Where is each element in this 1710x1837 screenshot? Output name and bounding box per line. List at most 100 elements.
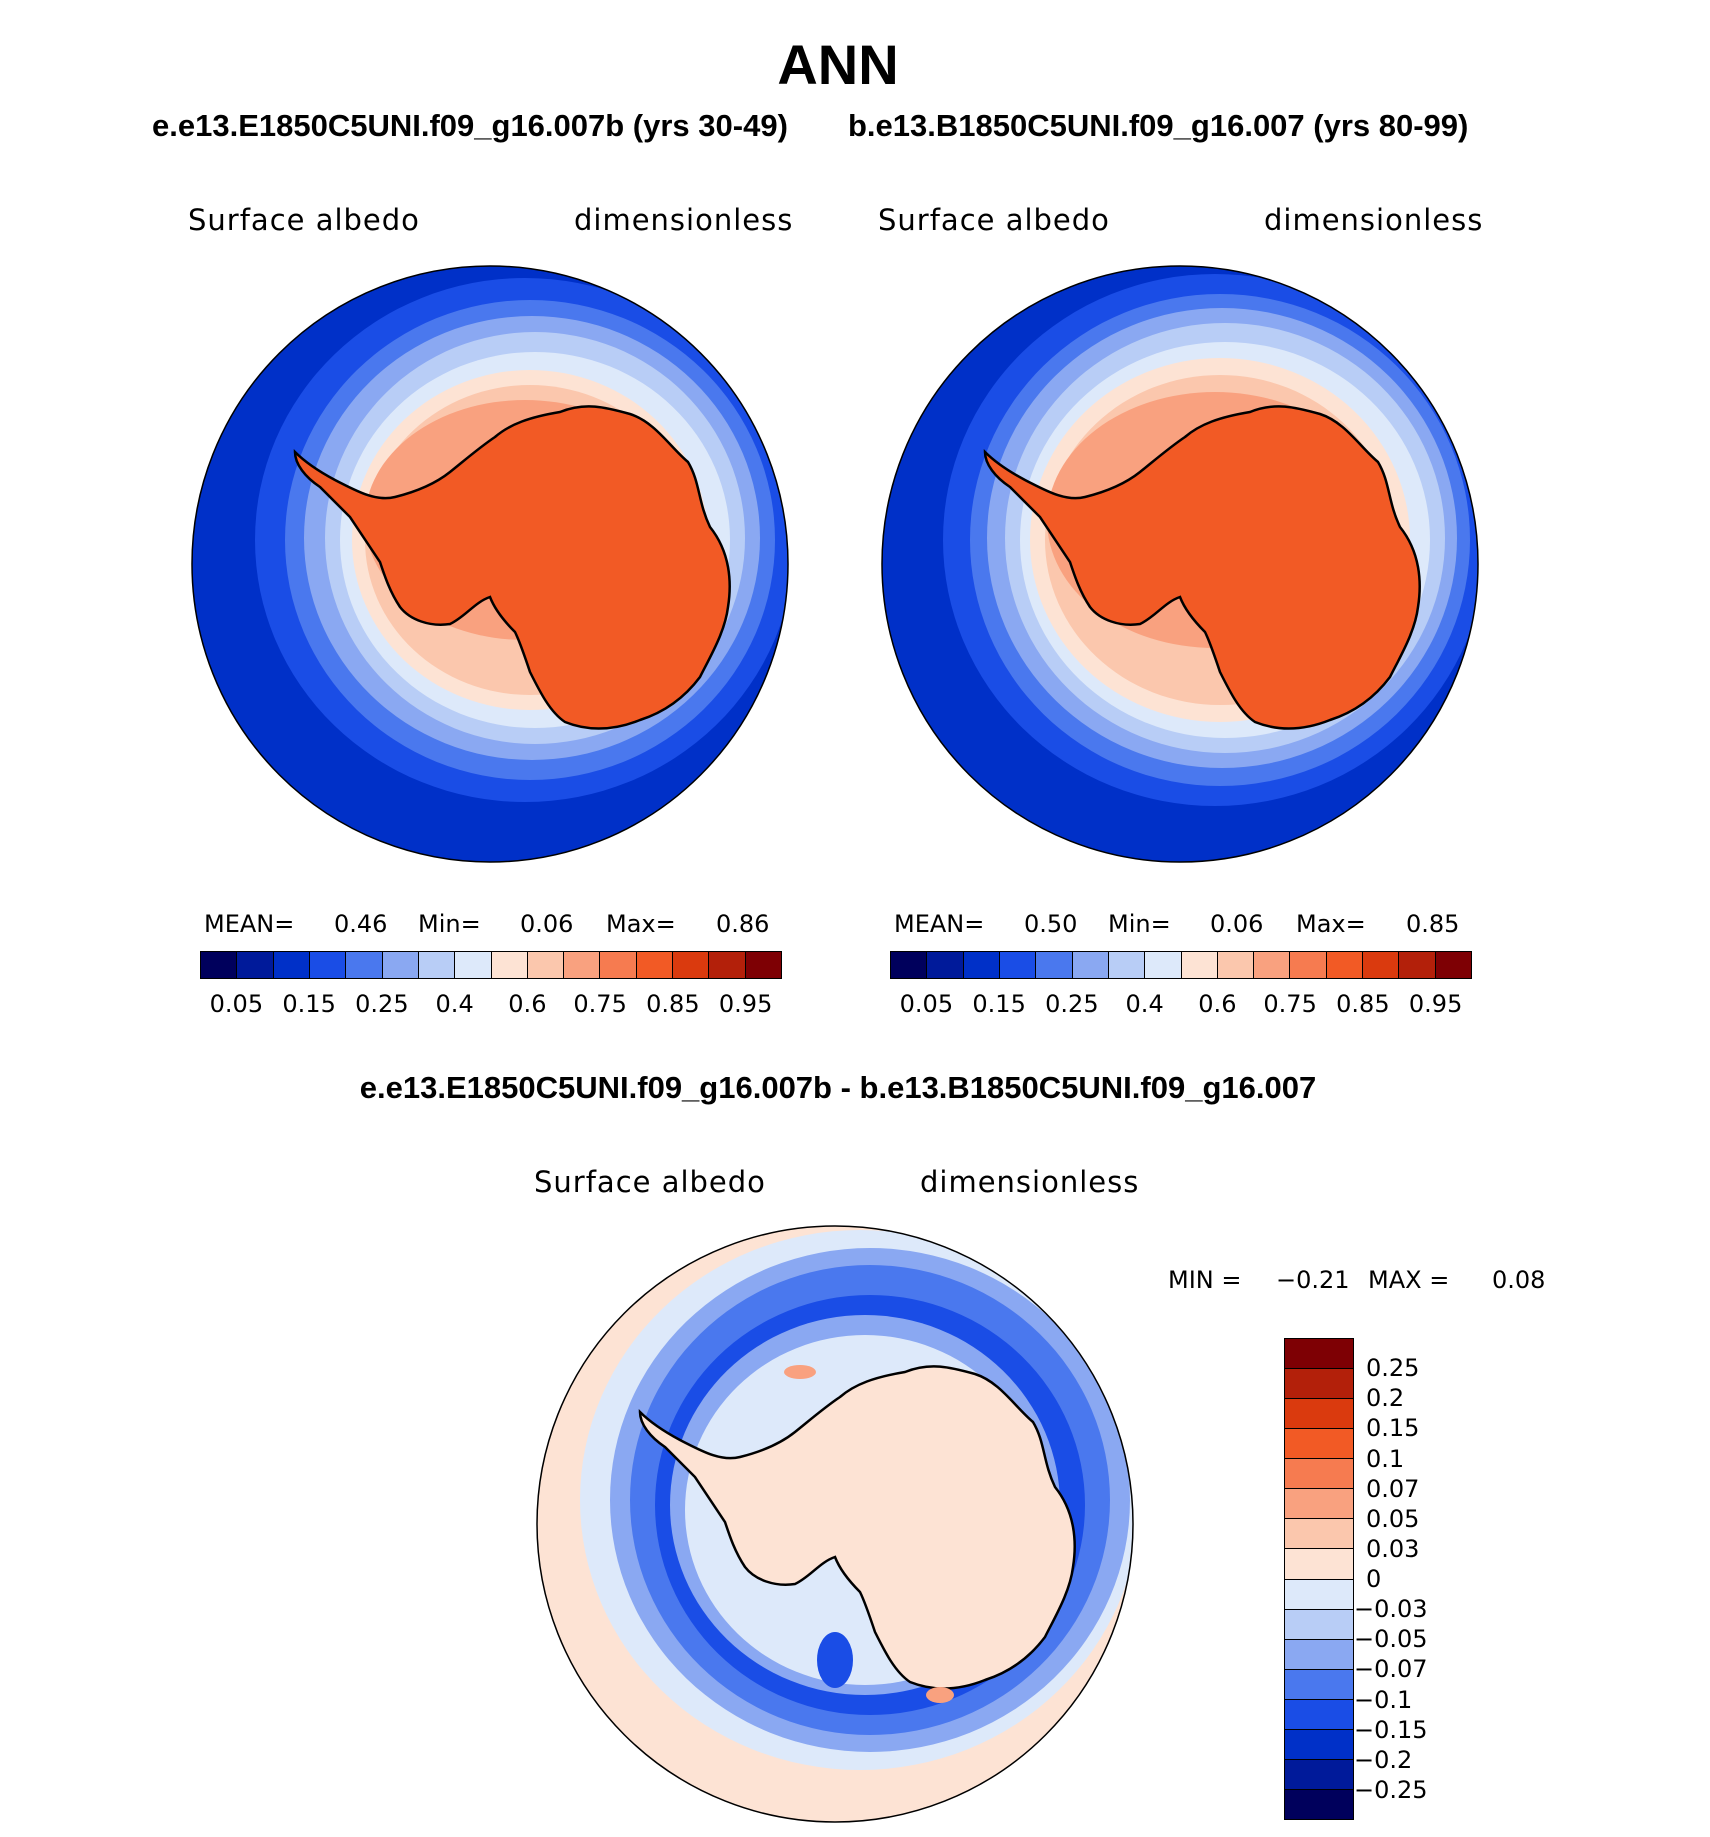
colorbar-diff-tick-label: −0.2 [1354, 1745, 1413, 1774]
case-title-right: b.e13.B1850C5UNI.f09_g16.007 (yrs 80-99) [848, 108, 1469, 143]
panel1-mean-label: MEAN= [204, 910, 295, 938]
colorbar-diff-tick-label: −0.03 [1354, 1595, 1428, 1624]
diff-max-value: 0.08 [1492, 1266, 1546, 1294]
colorbar-1-swatch [201, 952, 238, 978]
colorbar-1-swatch [237, 952, 274, 978]
colorbar-diff-tick-label: 0.25 [1366, 1354, 1420, 1383]
panel1-min-value: 0.06 [520, 910, 574, 938]
colorbar-2-tick-label: 0.4 [1125, 990, 1164, 1018]
panel2-units-label: dimensionless [1264, 203, 1484, 237]
colorbar-2-tick-label: 0.05 [899, 990, 954, 1018]
case-title-left: e.e13.E1850C5UNI.f09_g16.007b (yrs 30-49… [152, 108, 788, 143]
colorbar-1-swatch [600, 952, 637, 978]
colorbar-2-tick-label: 0.15 [972, 990, 1026, 1018]
colorbar-2-tick-label: 0.6 [1198, 990, 1237, 1018]
map-panel-1 [191, 265, 789, 863]
panel2-mean-value: 0.50 [1024, 910, 1078, 938]
colorbar-2-swatch [1108, 952, 1146, 978]
colorbar-diff-tick-label: −0.07 [1354, 1655, 1428, 1684]
colorbar-1-tick-label: 0.95 [718, 990, 773, 1018]
colorbar-ticks-panel-1: 0.05 0.15 0.25 0.4 0.6 0.75 0.85 0.95 [200, 990, 782, 1020]
colorbar-diff-tick-label: 0.2 [1366, 1384, 1405, 1413]
colorbar-1-tick-label: 0.85 [646, 990, 700, 1018]
colorbar-diff-tick-label: 0.15 [1366, 1414, 1420, 1443]
panel1-mean-value: 0.46 [334, 910, 388, 938]
colorbar-1-swatch [673, 952, 710, 978]
panel1-max-label: Max= [606, 910, 676, 938]
colorbar-2-tick-label: 0.95 [1408, 990, 1463, 1018]
panel2-max-label: Max= [1296, 910, 1366, 938]
colorbar-1-swatch [636, 952, 674, 978]
colorbar-1-tick-label: 0.15 [282, 990, 336, 1018]
colorbar-2-swatch [1399, 952, 1436, 978]
colorbar-diff-tick-label: −0.15 [1354, 1715, 1428, 1744]
colorbar-1-swatch [273, 952, 310, 978]
colorbar-1-swatch [382, 952, 419, 978]
colorbar-1-swatch [455, 952, 492, 978]
colorbar-1-swatch [346, 952, 383, 978]
map-panel-2 [881, 265, 1479, 863]
colorbar-2-tick-label: 0.75 [1263, 990, 1317, 1018]
colorbar-diff [1284, 1338, 1354, 1820]
colorbar-diff-swatch [1285, 1399, 1353, 1430]
colorbar-1-tick-label: 0.25 [355, 990, 409, 1018]
colorbar-2-swatch [963, 952, 1000, 978]
colorbar-2-swatch [999, 952, 1037, 978]
colorbar-1-tick-label: 0.4 [435, 990, 474, 1018]
colorbar-2-tick-label: 0.85 [1336, 990, 1390, 1018]
diff-max-label: MAX = [1368, 1266, 1450, 1294]
colorbar-panel-2 [890, 951, 1472, 979]
panel1-max-value: 0.86 [716, 910, 770, 938]
colorbar-diff-swatch [1285, 1669, 1353, 1700]
colorbar-2-swatch [1217, 952, 1255, 978]
colorbar-diff-tick-label: −0.1 [1354, 1685, 1413, 1714]
diff-title: e.e13.E1850C5UNI.f09_g16.007b - b.e13.B1… [359, 1070, 1317, 1105]
colorbar-ticks-diff: 0.25 0.2 0.15 0.1 0.07 0.05 0.03 0 −0.03 −0.05 −0.… [1354, 1338, 1482, 1820]
diff-min-value: −0.21 [1276, 1266, 1350, 1294]
colorbar-diff-swatch [1285, 1549, 1353, 1580]
colorbar-2-swatch [891, 952, 928, 978]
colorbar-diff-swatch [1285, 1639, 1353, 1670]
colorbar-diff-tick-label: 0 [1366, 1565, 1382, 1593]
colorbar-2-swatch [1435, 952, 1471, 978]
colorbar-diff-swatch [1285, 1429, 1353, 1460]
colorbar-2-swatch [1145, 952, 1182, 978]
colorbar-1-swatch [527, 952, 565, 978]
panel1-min-label: Min= [418, 910, 481, 938]
colorbar-diff-tick-label: 0.07 [1366, 1474, 1420, 1503]
colorbar-diff-tick-label: 0.1 [1366, 1444, 1405, 1473]
colorbar-2-swatch [1072, 952, 1109, 978]
colorbar-diff-swatch [1285, 1759, 1353, 1790]
panel2-var-label: Surface albedo [878, 203, 1110, 237]
colorbar-2-swatch [1254, 952, 1291, 978]
colorbar-diff-swatch [1285, 1519, 1353, 1550]
colorbar-1-tick-label: 0.75 [573, 990, 627, 1018]
panel1-units-label: dimensionless [574, 203, 794, 237]
panel2-min-label: Min= [1108, 910, 1171, 938]
colorbar-1-swatch [745, 952, 781, 978]
colorbar-2-swatch [1036, 952, 1073, 978]
colorbar-panel-1 [200, 951, 782, 979]
map-panel-diff [536, 1225, 1134, 1823]
colorbar-diff-tick-label: 0.03 [1366, 1534, 1420, 1563]
colorbar-diff-swatch [1285, 1489, 1353, 1520]
colorbar-2-swatch [1181, 952, 1218, 978]
colorbar-2-swatch [927, 952, 964, 978]
colorbar-2-swatch [1290, 952, 1327, 978]
colorbar-ticks-panel-2: 0.05 0.15 0.25 0.4 0.6 0.75 0.85 0.95 [890, 990, 1472, 1020]
colorbar-diff-swatch [1285, 1459, 1353, 1490]
colorbar-diff-swatch [1285, 1339, 1353, 1370]
colorbar-2-swatch [1326, 952, 1364, 978]
panel2-mean-label: MEAN= [894, 910, 985, 938]
colorbar-diff-swatch [1285, 1729, 1353, 1760]
diff-min-label: MIN = [1168, 1266, 1242, 1294]
colorbar-2-tick-label: 0.25 [1045, 990, 1099, 1018]
colorbar-diff-tick-label: −0.25 [1354, 1775, 1428, 1804]
panel2-max-value: 0.85 [1406, 910, 1460, 938]
colorbar-1-swatch [491, 952, 528, 978]
colorbar-1-swatch [309, 952, 347, 978]
diff-units-label: dimensionless [920, 1165, 1140, 1199]
colorbar-2-swatch [1363, 952, 1400, 978]
colorbar-diff-tick-label: −0.05 [1354, 1625, 1428, 1654]
